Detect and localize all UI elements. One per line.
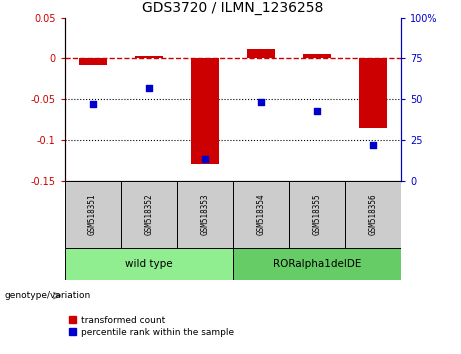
Bar <box>289 181 345 248</box>
Text: GSM518355: GSM518355 <box>313 193 321 235</box>
Title: GDS3720 / ILMN_1236258: GDS3720 / ILMN_1236258 <box>142 1 324 15</box>
Point <box>257 99 265 105</box>
Bar <box>191 58 219 164</box>
Bar <box>177 181 233 248</box>
Text: wild type: wild type <box>125 259 172 269</box>
Bar <box>121 181 177 248</box>
Text: GSM518352: GSM518352 <box>144 193 153 235</box>
Point <box>369 142 377 148</box>
Point <box>313 108 321 113</box>
Bar <box>247 48 275 58</box>
Point <box>201 156 208 162</box>
Bar <box>135 56 163 58</box>
Text: GSM518353: GSM518353 <box>200 193 209 235</box>
Bar <box>65 181 121 248</box>
Text: GSM518351: GSM518351 <box>88 193 97 235</box>
Bar <box>233 248 401 280</box>
Bar <box>345 181 401 248</box>
Text: GSM518356: GSM518356 <box>368 193 378 235</box>
Bar <box>78 58 106 65</box>
Text: genotype/variation: genotype/variation <box>5 291 91 300</box>
Text: GSM518354: GSM518354 <box>256 193 266 235</box>
Point <box>89 101 96 107</box>
Point <box>145 85 152 91</box>
Bar <box>233 181 289 248</box>
Legend: transformed count, percentile rank within the sample: transformed count, percentile rank withi… <box>69 316 234 337</box>
Bar <box>303 54 331 58</box>
Bar <box>359 58 387 127</box>
Bar <box>65 248 233 280</box>
Text: RORalpha1delDE: RORalpha1delDE <box>273 259 361 269</box>
